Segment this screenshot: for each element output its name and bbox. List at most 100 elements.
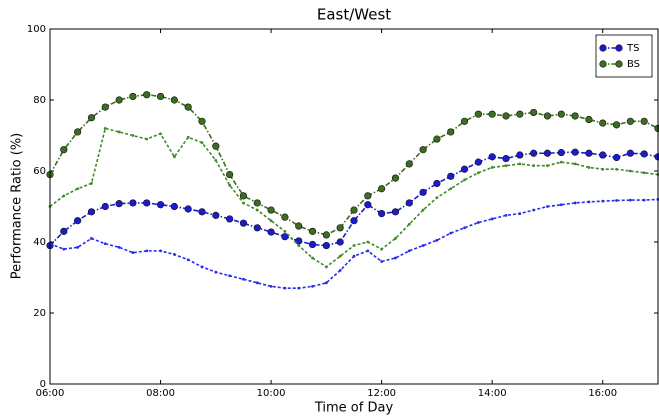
data-point [336,238,344,246]
data-point [283,229,287,233]
data-point [516,110,524,118]
data-point [626,117,634,125]
data-point [269,284,273,288]
data-point [463,178,466,182]
data-point [488,110,496,118]
data-point [322,231,330,239]
data-point [488,153,496,161]
data-point [253,199,261,207]
data-point [612,153,621,162]
data-point [405,160,413,168]
data-point [435,196,439,200]
data-point [226,215,234,223]
data-point [90,237,93,240]
data-point [490,217,494,221]
data-point [297,244,301,247]
data-point [239,219,248,227]
data-point [366,249,370,253]
data-point [557,148,565,157]
data-point [543,149,552,157]
data-point [391,208,400,216]
data-point [281,233,289,241]
x-tick-label: 16:00 [588,388,617,399]
x-tick-label: 14:00 [478,388,507,399]
data-point [159,132,162,136]
data-point [626,149,634,157]
data-point [172,253,176,256]
data-point [364,201,372,209]
data-point [615,167,618,171]
legend-label: BS [627,59,640,70]
data-point [599,151,607,159]
y-tick-label: 40 [33,237,46,248]
y-tick-label: 60 [33,166,46,177]
data-point [476,221,480,224]
data-point [405,199,413,207]
data-point [378,210,386,218]
data-point [557,110,565,118]
data-point [421,244,425,247]
data-point [198,208,206,216]
data-point [131,251,135,255]
data-point [336,224,344,232]
data-point [378,185,386,193]
data-point [322,241,330,250]
data-point [143,91,151,99]
data-point [587,166,591,169]
data-point [186,258,190,262]
data-point [364,192,372,200]
data-point [170,96,178,104]
data-point [103,126,107,130]
data-point [74,217,82,225]
x-tick-label: 08:00 [146,388,175,399]
data-point [76,187,80,191]
data-point [518,162,522,166]
y-axis-label: Performance Ratio (%) [10,133,25,280]
y-tick-label: 80 [33,95,46,106]
data-point [394,237,397,240]
data-point [117,130,121,134]
data-point [115,96,123,104]
data-point [76,245,80,249]
data-point [559,203,563,207]
data-point [145,249,149,253]
data-point [460,117,469,125]
data-point [200,141,204,145]
data-point [447,172,455,180]
data-point [490,166,494,169]
data-point [601,167,605,171]
data-point [200,265,204,269]
data-point [504,213,508,217]
data-point [571,112,579,120]
data-point [350,206,358,214]
data-point [242,201,245,205]
data-point [352,244,356,247]
data-point [87,208,96,216]
legend-marker [599,60,607,68]
data-point [407,249,411,253]
legend-box [595,34,653,78]
data-point [308,227,317,235]
data-point [460,165,469,173]
data-point [324,265,328,269]
data-point [338,269,342,272]
data-point [407,222,411,226]
data-point [255,208,259,212]
data-point [228,274,232,278]
data-point [380,260,384,263]
data-point [419,188,427,196]
data-point [530,149,538,157]
data-point [74,128,82,136]
data-point [87,114,96,122]
data-point [640,150,648,158]
data-point [559,160,563,164]
data-point [642,171,646,175]
data-point [295,237,303,245]
data-point [60,146,68,154]
data-point [60,227,68,235]
data-point [101,202,109,211]
legend-marker [599,44,607,52]
data-point [239,192,248,200]
data-point [143,199,151,207]
